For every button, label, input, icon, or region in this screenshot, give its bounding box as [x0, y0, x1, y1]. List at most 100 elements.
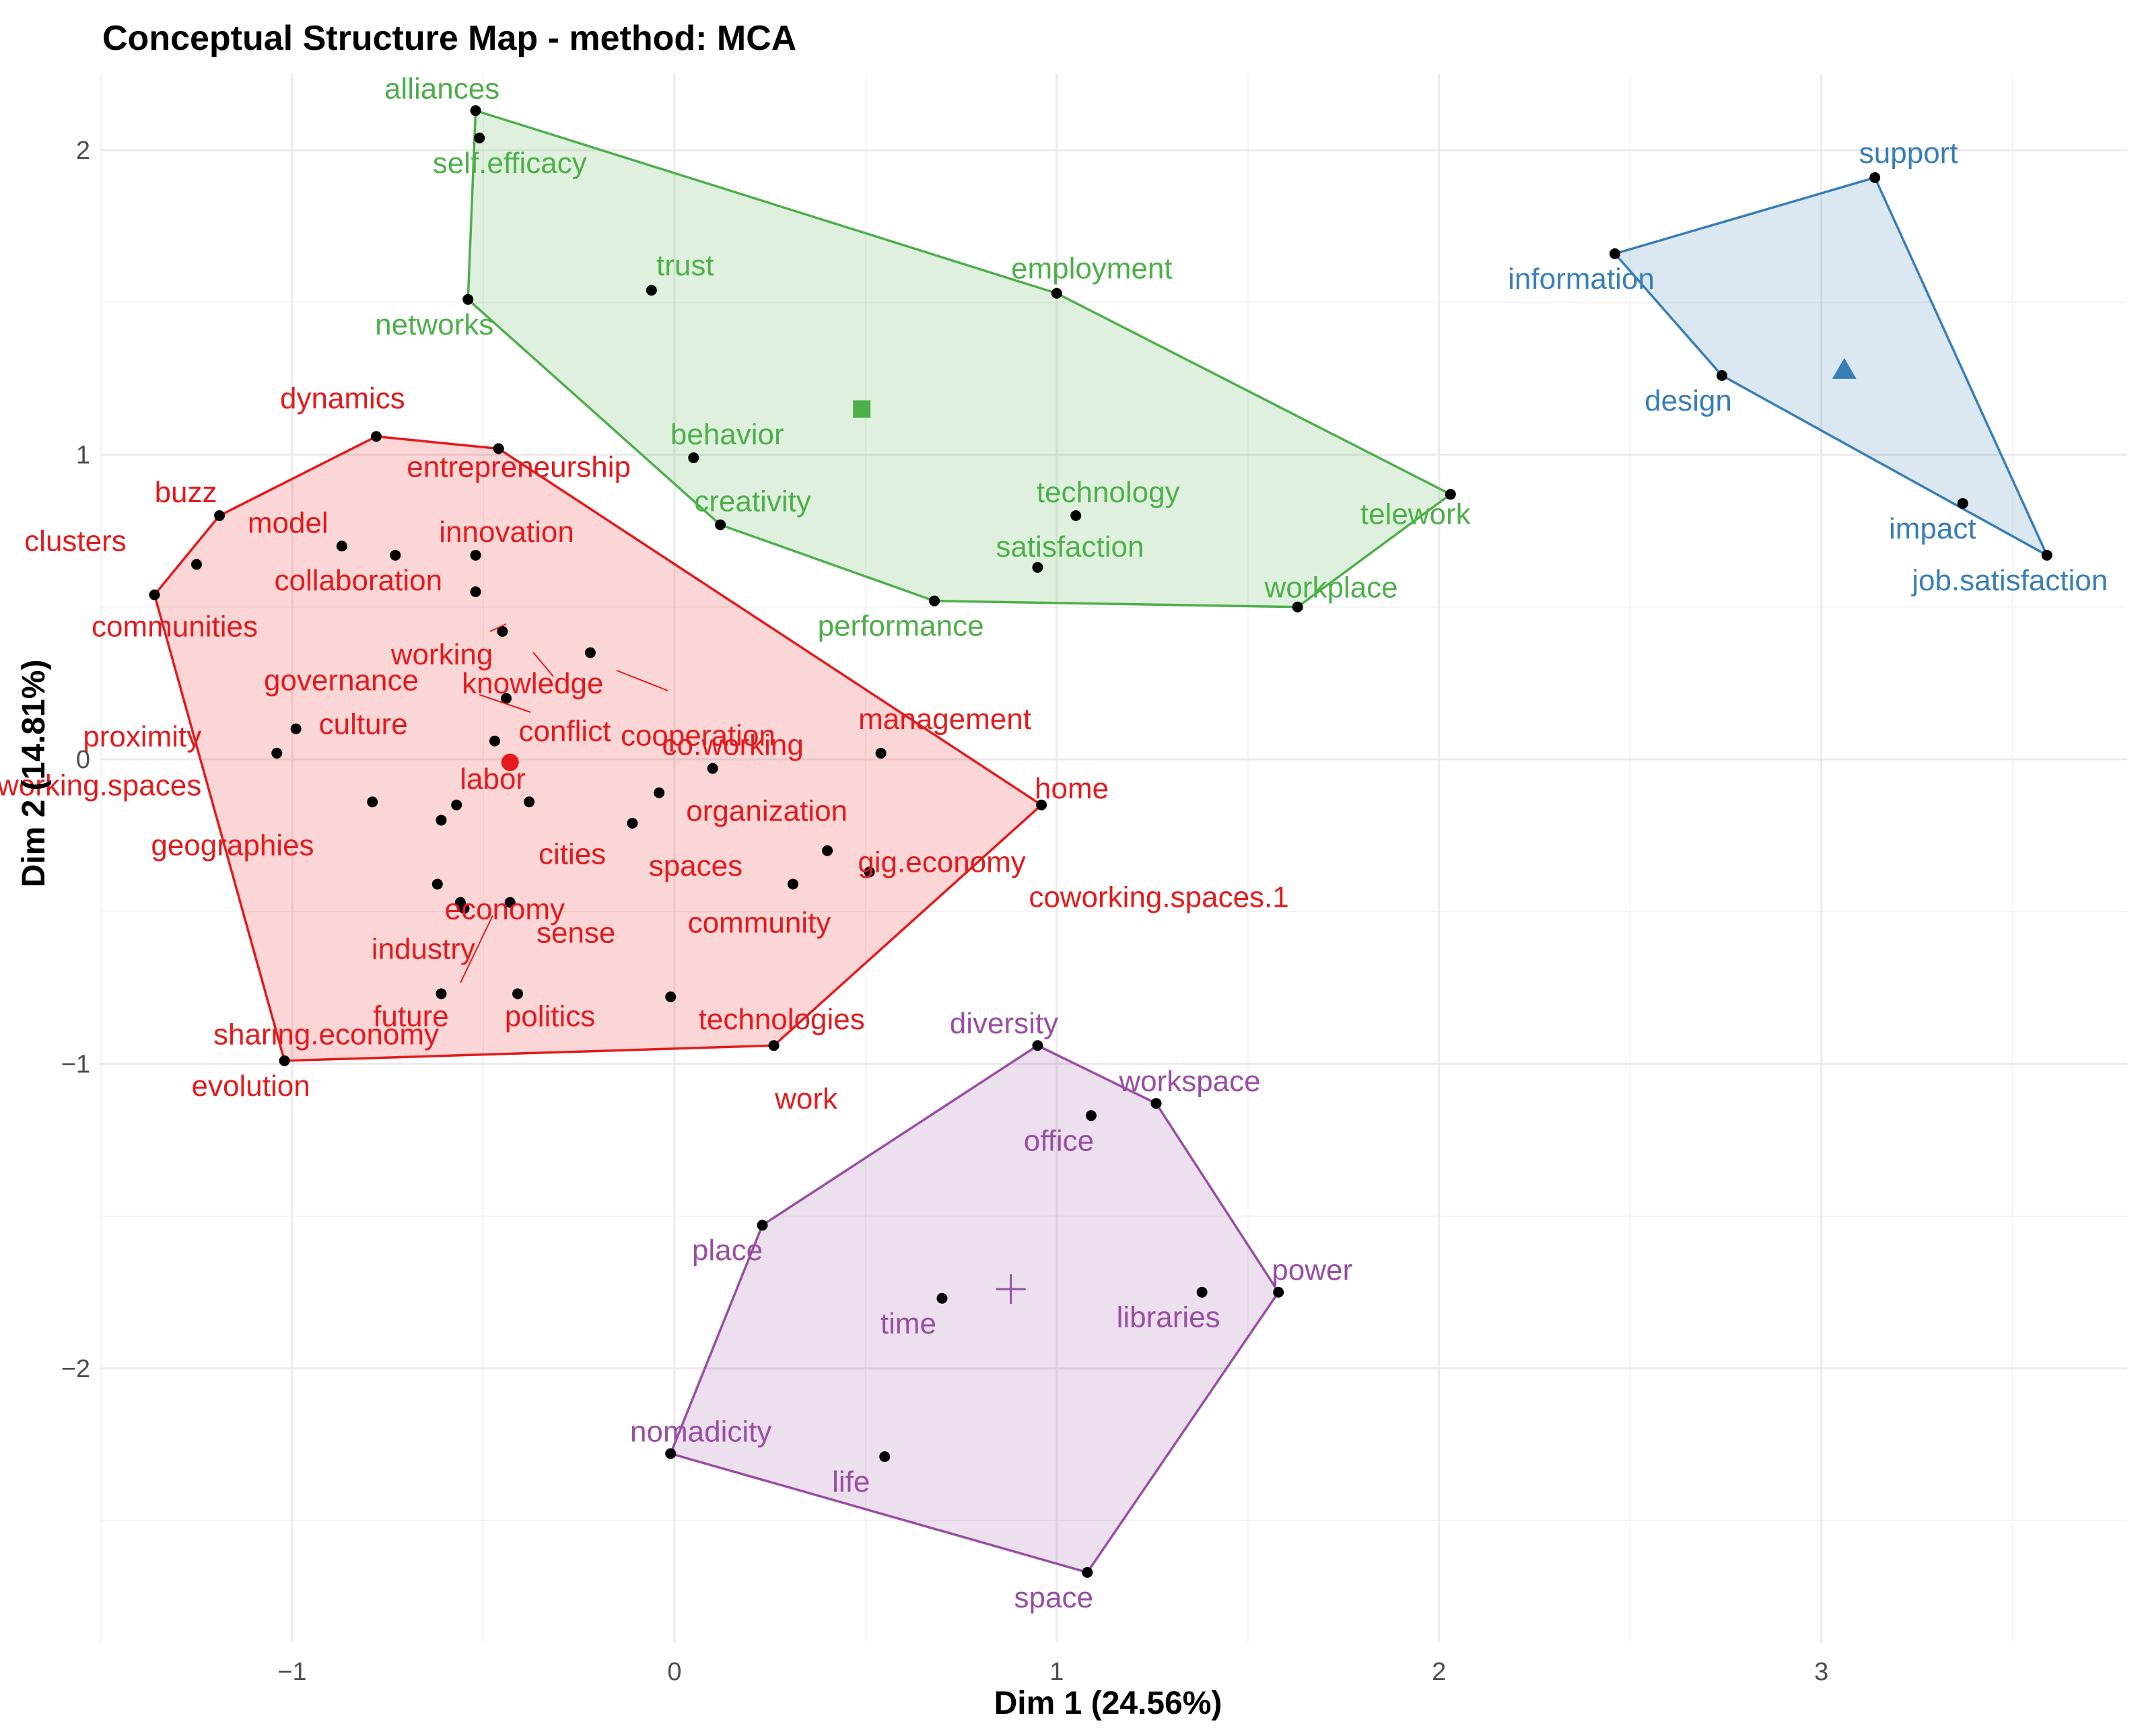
x-tick-label: 0 [667, 1658, 681, 1686]
point-employment [1051, 287, 1062, 299]
point-gig-economy [822, 845, 833, 856]
label-coworking-spaces-1: coworking.spaces.1 [1029, 880, 1288, 913]
x-axis-title: Dim 1 (24.56%) [994, 1686, 1222, 1721]
point-coworking-spaces-1 [864, 866, 875, 878]
point-governance [501, 693, 512, 704]
point-space [1082, 1566, 1093, 1578]
label-power: power [1272, 1254, 1352, 1287]
point-cities [524, 796, 535, 808]
point-clusters [191, 559, 202, 570]
label-networks: networks [375, 308, 493, 341]
leader-governance [479, 694, 531, 713]
point-entrepreneurship [493, 443, 504, 454]
label-clusters: clusters [24, 524, 127, 557]
x-tick-label: 2 [1432, 1658, 1446, 1686]
point-labor [451, 799, 462, 810]
point-workplace [1292, 601, 1303, 613]
point-labels: dynamics entrepreneurship buzz model innovat… [0, 72, 2108, 1614]
point-information [1609, 248, 1620, 259]
y-tick-label: −1 [61, 1050, 90, 1078]
label-impact: impact [1889, 512, 1976, 545]
point-job-satisfaction [2041, 549, 2052, 561]
point-economy [431, 878, 443, 890]
label-home: home [1035, 772, 1109, 805]
point-nomadicity [665, 1448, 677, 1459]
point-life [879, 1451, 891, 1463]
label-technology: technology [1037, 476, 1180, 509]
label-innovation: innovation [439, 516, 574, 549]
point-culture [290, 723, 302, 734]
label-organization: organization [686, 795, 848, 828]
point-design [1717, 370, 1727, 381]
point-behavior [688, 452, 699, 464]
point-performance [929, 595, 940, 606]
label-co-working: co.working [662, 729, 804, 762]
point-co-working-spaces [367, 796, 378, 808]
point-technologies [665, 991, 677, 1002]
point-power [1273, 1286, 1284, 1298]
cluster-hulls [153, 109, 2048, 1574]
label-knowledge: knowledge [462, 667, 603, 700]
label-nomadicity: nomadicity [630, 1415, 771, 1448]
point-work [768, 1040, 780, 1051]
point-politics [512, 988, 524, 1000]
label-communities: communities [92, 611, 258, 644]
axis-ticks: −1 0 1 2 3 −2 −1 0 1 2 [61, 137, 1829, 1686]
point-co-working [707, 763, 718, 774]
data-points [149, 105, 2052, 1578]
label-work: work [774, 1082, 838, 1115]
cluster-2-hull [467, 109, 1452, 609]
label-collaboration: collaboration [275, 564, 443, 597]
label-workplace: workplace [1264, 571, 1398, 604]
point-office [1085, 1110, 1097, 1121]
label-design: design [1645, 384, 1732, 417]
point-future [436, 988, 447, 1000]
label-co-working-spaces: co.working.spaces [0, 769, 201, 802]
label-industry: industry [372, 933, 475, 966]
label-employment: employment [1011, 252, 1173, 285]
point-buzz [214, 510, 226, 522]
label-leader-lines [460, 623, 668, 983]
label-culture: culture [319, 708, 408, 741]
grid-lines [100, 74, 2127, 1642]
label-telework: telework [1360, 497, 1472, 530]
label-office: office [1024, 1124, 1094, 1157]
y-tick-label: −2 [61, 1355, 90, 1383]
cluster-centroids [501, 357, 1857, 1305]
label-performance: performance [818, 610, 984, 643]
label-management: management [858, 703, 1031, 736]
point-spaces [627, 817, 638, 829]
point-telework [1445, 489, 1456, 500]
label-life: life [832, 1465, 870, 1498]
y-axis-title: Dim 2 (14.81%) [16, 660, 52, 888]
point-time [936, 1292, 948, 1304]
label-creativity: creativity [694, 485, 811, 518]
label-spaces: spaces [649, 849, 742, 882]
point-sense [504, 897, 516, 908]
label-evolution: evolution [192, 1070, 310, 1103]
point-networks [462, 293, 474, 305]
label-community: community [688, 906, 831, 939]
label-alliances: alliances [384, 72, 499, 105]
point-trust [646, 285, 657, 296]
label-satisfaction: satisfaction [996, 530, 1144, 563]
x-tick-label: 1 [1049, 1658, 1064, 1686]
point-home [1036, 799, 1047, 810]
point-sharing-economy [458, 903, 470, 914]
label-sharing-economy: sharing.economy [213, 1018, 439, 1051]
point-management [875, 747, 887, 759]
label-diversity: diversity [950, 1007, 1058, 1040]
label-space: space [1014, 1581, 1093, 1614]
label-buzz: buzz [155, 476, 217, 509]
point-support [1869, 172, 1881, 183]
point-geographies [436, 814, 447, 826]
label-geographies: geographies [151, 829, 314, 862]
point-dynamics [370, 431, 382, 442]
point-diversity [1032, 1040, 1043, 1051]
label-trust: trust [656, 249, 714, 282]
leader-sharing-economy [460, 915, 493, 983]
point-community [787, 878, 798, 890]
leader-working [489, 623, 507, 632]
point-communities [149, 589, 160, 600]
